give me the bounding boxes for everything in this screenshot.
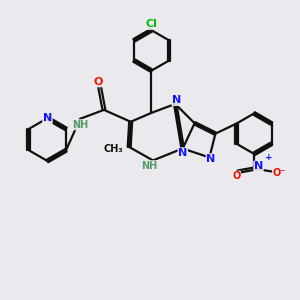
Text: NH: NH xyxy=(72,120,88,130)
Text: N: N xyxy=(172,95,182,105)
Text: NH: NH xyxy=(141,161,158,171)
Text: CH₃: CH₃ xyxy=(103,143,123,154)
Text: N: N xyxy=(178,148,187,158)
Text: O⁻: O⁻ xyxy=(273,168,286,178)
Text: N: N xyxy=(254,161,263,171)
Text: O: O xyxy=(232,171,240,181)
Text: N: N xyxy=(43,113,52,123)
Text: N: N xyxy=(206,154,216,164)
Text: Cl: Cl xyxy=(146,19,158,29)
Text: O: O xyxy=(93,76,103,87)
Text: +: + xyxy=(265,153,273,162)
